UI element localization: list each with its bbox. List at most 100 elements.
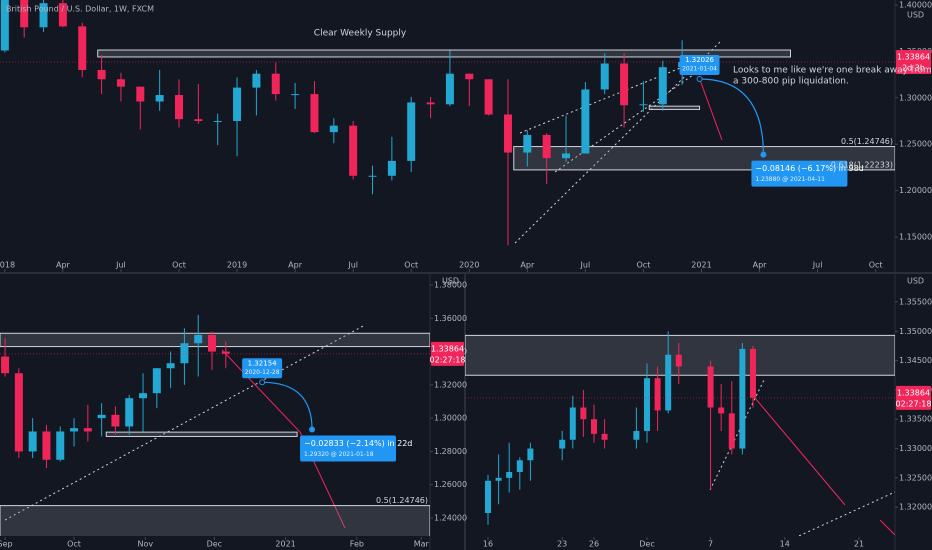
y-tick-label: 1.33500: [899, 415, 932, 424]
x-tick-label: Feb: [350, 540, 364, 549]
fib-label: 0.5(1.24746): [841, 137, 893, 146]
candle-body: [83, 428, 92, 432]
price-tag-countdown: 02:27:18: [430, 355, 466, 364]
x-tick-label: Jul: [347, 261, 358, 270]
measure-start-box: [242, 358, 283, 379]
candle-body: [749, 348, 756, 398]
candle-body: [654, 378, 661, 411]
x-tick-label: Oct: [67, 540, 81, 549]
zone: [648, 105, 701, 110]
candle-body: [0, 0, 9, 51]
chart-title: British Pound / U.S. Dollar, 1W, FXCM: [6, 5, 154, 14]
x-tick-label: Apr: [56, 261, 71, 270]
candle-body: [233, 87, 242, 122]
candle-body: [208, 334, 217, 352]
measure-change-box: [300, 435, 397, 462]
candle-body: [252, 73, 261, 88]
candle-body: [14, 373, 23, 452]
y-tick-label: 1.15000: [899, 233, 932, 242]
x-tick-label: 2018: [0, 261, 15, 270]
candle-body: [739, 348, 746, 449]
price-tag-value: 1.33864: [897, 52, 930, 61]
candle-body: [569, 407, 576, 440]
y-tick-label: 1.35000: [899, 327, 932, 336]
candle-body: [718, 407, 725, 414]
y-tick-label: 1.28000: [434, 447, 467, 456]
candle-body: [407, 102, 416, 161]
price-tag: [431, 341, 464, 366]
candle-body: [542, 134, 551, 159]
measure-end-label: 1.29320 @ 2021-01-18: [304, 451, 374, 458]
candle-body: [139, 393, 148, 399]
y-tick-label: 1.30000: [899, 93, 932, 102]
candle-body: [445, 73, 454, 105]
x-tick-label: 16: [483, 540, 493, 549]
measure-start-date: 2021-01-04: [682, 66, 717, 73]
candle-body: [581, 89, 590, 154]
candle-body: [39, 3, 48, 28]
candle-body: [523, 134, 532, 153]
candle-body: [175, 95, 183, 120]
candle-body: [506, 471, 513, 478]
zone: [0, 505, 430, 536]
x-tick-label: 26: [589, 540, 599, 549]
candle-body: [194, 119, 203, 122]
x-tick-label: Oct: [172, 261, 186, 270]
measure-end: [760, 151, 767, 158]
y-tick-label: 1.33000: [899, 444, 932, 453]
axis-unit: USD: [442, 277, 459, 286]
projection-arrow: [879, 519, 895, 536]
candle-body: [180, 343, 189, 364]
candle-body: [665, 354, 672, 411]
x-tick-label: Jul: [115, 261, 126, 270]
note: a 300-800 pip liquidation.: [733, 77, 849, 87]
candle-body: [136, 86, 145, 102]
candle-body: [349, 125, 358, 176]
candle-body: [559, 439, 566, 449]
fib-label: 0.5(1.24746): [376, 496, 428, 505]
candle-body: [562, 153, 571, 159]
candle-body: [633, 430, 640, 440]
x-tick-label: 14: [780, 540, 790, 549]
measure-start-box: [679, 55, 720, 76]
measure-start-label: 1.32026: [685, 56, 714, 64]
candle-body: [194, 334, 203, 344]
trend-line: [709, 377, 766, 491]
y-tick-label: 1.26000: [434, 480, 467, 489]
candle-body: [78, 26, 87, 70]
candle-body: [580, 407, 587, 420]
y-tick-label: 1.32000: [899, 503, 932, 512]
candle-body: [495, 477, 502, 481]
candle-body: [728, 413, 735, 449]
zone-label: Clear Weekly Supply: [314, 29, 407, 39]
price-tag: [896, 49, 931, 74]
x-tick-label: Apr: [520, 261, 535, 270]
candle-body: [601, 433, 608, 440]
x-tick-label: Jul: [812, 261, 823, 270]
y-tick-label: 1.34500: [899, 356, 932, 365]
trend-line: [4, 324, 366, 521]
pane: [465, 331, 895, 536]
candle-body: [111, 414, 120, 427]
candle-body: [28, 431, 37, 452]
candle-body: [310, 94, 319, 133]
candle-body: [221, 351, 230, 354]
trend-line: [797, 491, 895, 536]
measure-curve: [262, 381, 313, 430]
candle-body: [20, 0, 29, 28]
measure-change: −0.02833 (−2.14%) in 22d: [304, 439, 412, 448]
candle-body: [166, 363, 175, 369]
y-tick-label: 1.38000: [434, 280, 467, 289]
candle-body: [116, 79, 125, 87]
candle-body: [590, 419, 597, 434]
candle-body: [97, 69, 106, 80]
price-tag-value: 1.33864: [897, 388, 930, 397]
x-tick-label: Sep: [0, 540, 13, 549]
candle-body: [155, 95, 164, 102]
price-tag: [896, 385, 931, 410]
trend-line: [519, 59, 701, 134]
y-tick-label: 1.40000: [899, 1, 932, 10]
